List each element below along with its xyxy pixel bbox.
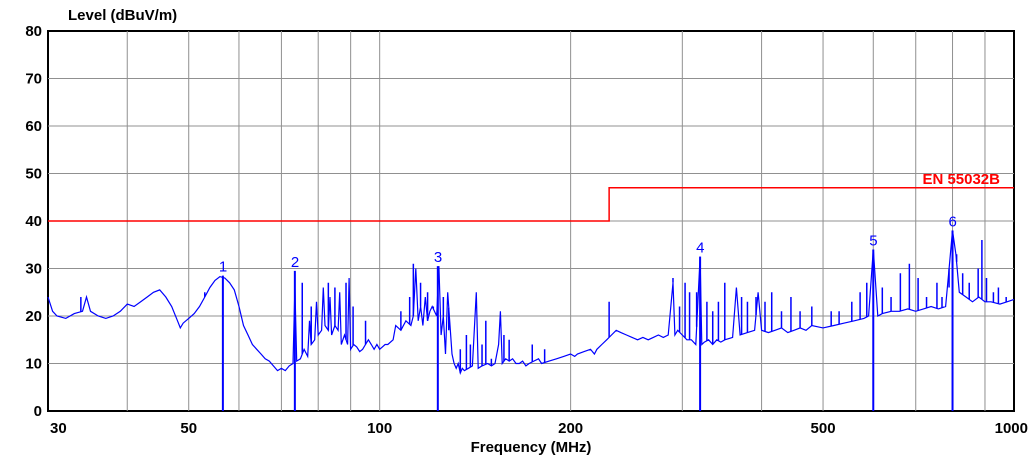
- x-tick-label: 100: [367, 420, 392, 437]
- limit-line-label: EN 55032B: [922, 171, 1000, 188]
- measurement-trace: [47, 230, 1015, 375]
- y-tick-labels: 0 10 20 30 40 50 60 70 80: [25, 23, 42, 420]
- y-tick-label: 60: [25, 118, 42, 135]
- peak-markers: 1 2 3 4 5 6: [219, 214, 957, 411]
- trace-line: [47, 230, 1015, 375]
- y-tick-label: 50: [25, 166, 42, 183]
- y-tick-label: 30: [25, 261, 42, 278]
- marker-label: 6: [949, 214, 957, 231]
- marker-label: 2: [291, 254, 299, 271]
- marker-label: 1: [219, 259, 227, 276]
- x-tick-label: 200: [558, 420, 583, 437]
- y-tick-label: 10: [25, 356, 42, 373]
- limit-line: [48, 187, 1014, 222]
- limit-line-path: [48, 187, 1014, 222]
- x-axis-title: Frequency (MHz): [471, 439, 592, 455]
- y-tick-label: 80: [25, 23, 42, 40]
- y-tick-label: 70: [25, 71, 42, 88]
- x-tick-label: 500: [811, 420, 836, 437]
- marker-label: 3: [434, 249, 442, 266]
- x-tick-label: 50: [180, 420, 197, 437]
- x-tick-label: 30: [50, 420, 67, 437]
- y-axis-title: Level (dBuV/m): [68, 7, 177, 24]
- y-tick-label: 20: [25, 308, 42, 325]
- marker-label: 4: [696, 240, 704, 257]
- y-tick-label: 40: [25, 213, 42, 230]
- y-tick-label: 0: [34, 403, 42, 420]
- marker-label: 5: [869, 233, 877, 250]
- x-tick-label: 1000: [995, 420, 1028, 437]
- x-tick-labels: 30 50 100 200 500 1000: [50, 420, 1028, 437]
